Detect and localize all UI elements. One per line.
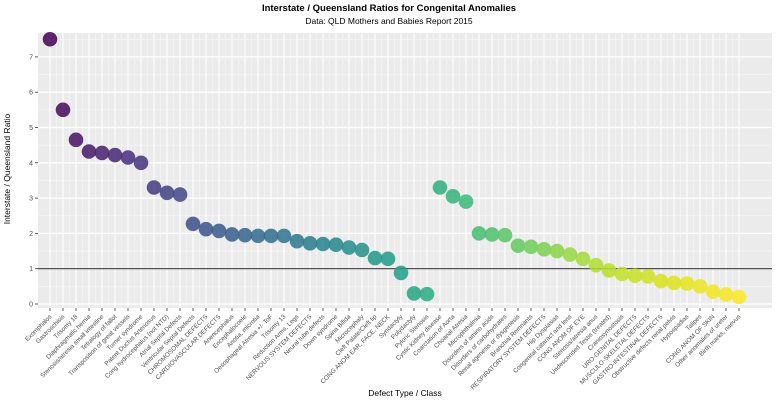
data-point bbox=[81, 144, 97, 159]
data-point bbox=[562, 247, 578, 262]
data-point bbox=[679, 276, 695, 291]
chart-subtitle: Data: QLD Mothers and Babies Report 2015 bbox=[305, 16, 473, 26]
data-point bbox=[185, 216, 201, 232]
data-point bbox=[107, 147, 123, 163]
data-point bbox=[94, 145, 110, 161]
data-point bbox=[614, 266, 630, 282]
data-point bbox=[471, 226, 487, 241]
y-tick-label: 4 bbox=[29, 160, 33, 167]
data-point bbox=[731, 289, 747, 305]
data-point bbox=[302, 235, 318, 251]
data-point bbox=[484, 227, 500, 242]
data-point bbox=[510, 238, 526, 254]
data-point bbox=[393, 265, 409, 281]
data-point bbox=[159, 185, 175, 201]
data-point bbox=[237, 227, 253, 243]
y-tick-label: 5 bbox=[29, 125, 33, 132]
data-point bbox=[55, 102, 71, 118]
data-point bbox=[497, 227, 513, 243]
x-axis-title: Defect Type / Class bbox=[368, 388, 442, 398]
data-point bbox=[705, 284, 721, 299]
data-point bbox=[133, 155, 149, 171]
y-tick-label: 6 bbox=[29, 90, 33, 97]
data-point bbox=[653, 273, 669, 289]
data-point bbox=[211, 223, 227, 239]
chart-title: Interstate / Queensland Ratios for Conge… bbox=[261, 3, 517, 14]
data-point bbox=[718, 287, 734, 302]
data-point bbox=[172, 187, 188, 202]
data-point bbox=[549, 243, 565, 259]
data-point bbox=[224, 227, 240, 242]
y-axis-title: Interstate / Queensland Ratio bbox=[2, 113, 12, 225]
data-point bbox=[263, 228, 279, 244]
data-point bbox=[276, 228, 292, 244]
data-point bbox=[341, 240, 357, 255]
data-point bbox=[445, 189, 461, 204]
data-point bbox=[692, 279, 708, 294]
data-point bbox=[289, 233, 305, 249]
data-point bbox=[42, 31, 58, 47]
data-point bbox=[354, 242, 370, 258]
data-point bbox=[380, 251, 396, 267]
data-point bbox=[367, 250, 383, 266]
data-point bbox=[640, 269, 656, 284]
data-point bbox=[432, 180, 448, 195]
data-point bbox=[315, 236, 331, 252]
y-tick-label: 0 bbox=[29, 302, 33, 309]
y-tick-label: 2 bbox=[29, 231, 33, 238]
data-point bbox=[68, 132, 84, 148]
data-point bbox=[146, 180, 162, 195]
data-point bbox=[120, 150, 136, 165]
data-point bbox=[601, 263, 617, 278]
data-point bbox=[419, 286, 435, 302]
data-point bbox=[406, 286, 422, 301]
data-point bbox=[198, 221, 214, 237]
data-point bbox=[523, 239, 539, 255]
data-point bbox=[575, 251, 591, 267]
data-point bbox=[666, 275, 682, 291]
y-tick-label: 7 bbox=[29, 54, 33, 61]
data-point bbox=[536, 241, 552, 257]
y-tick-label: 1 bbox=[29, 266, 33, 273]
data-point bbox=[588, 257, 604, 273]
data-point bbox=[250, 228, 266, 244]
data-point bbox=[458, 194, 474, 209]
data-point bbox=[328, 237, 344, 252]
y-tick-label: 3 bbox=[29, 196, 33, 203]
data-point bbox=[627, 268, 643, 284]
